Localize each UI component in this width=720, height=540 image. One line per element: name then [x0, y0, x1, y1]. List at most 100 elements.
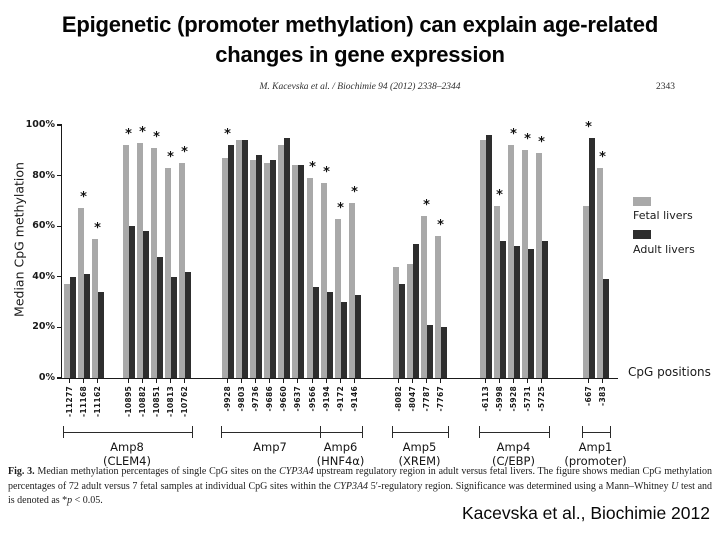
bar-adult — [228, 145, 234, 378]
bar-fetal — [597, 168, 603, 378]
amp-bracket — [582, 426, 611, 438]
amp-region-label: (CLEM4) — [103, 454, 151, 468]
bar-adult — [500, 241, 506, 378]
x-axis-title: CpG positions — [628, 365, 711, 379]
amp-bracket-line — [393, 431, 448, 433]
x-tick — [353, 379, 356, 383]
x-tick-label: -8047 — [407, 386, 417, 412]
slide-title-line2: changes in gene expression — [215, 42, 505, 67]
x-tick-label: -9194 — [321, 386, 331, 412]
legend-fetal-label: Fetal livers — [633, 209, 693, 222]
amp-label: Amp6 — [323, 440, 358, 454]
bar-fetal — [393, 266, 399, 378]
significance-star: * — [524, 132, 531, 148]
y-axis — [61, 124, 63, 378]
x-tick-label: -9566 — [307, 386, 317, 412]
x-tick-label: -7787 — [421, 386, 431, 412]
amp-bracket — [221, 426, 321, 438]
x-tick — [268, 379, 271, 383]
bar-fetal — [250, 160, 256, 378]
legend-adult-swatch — [633, 230, 651, 239]
caption-segment: Median methylation percentages of single… — [34, 466, 280, 477]
bar-adult — [84, 274, 90, 378]
caption-segment: CYP3A4 — [279, 466, 314, 477]
amp-label: Amp1 — [578, 440, 613, 454]
x-tick — [484, 379, 487, 383]
x-tick — [540, 379, 543, 383]
y-tick — [57, 326, 61, 329]
significance-star: * — [323, 165, 330, 181]
x-tick — [526, 379, 529, 383]
x-tick — [96, 379, 99, 383]
bar-fetal — [264, 162, 270, 378]
significance-star: * — [224, 127, 231, 143]
bar-fetal — [179, 162, 185, 378]
x-tick — [425, 379, 428, 383]
x-tick — [226, 379, 229, 383]
x-tick — [169, 379, 172, 383]
bar-fetal — [421, 216, 427, 378]
bar-adult — [355, 294, 361, 378]
bar-fetal — [583, 205, 589, 378]
x-tick — [155, 379, 158, 383]
y-tick — [57, 175, 61, 177]
bar-fetal — [222, 157, 228, 378]
y-tick — [57, 225, 61, 227]
x-tick — [183, 379, 186, 383]
bar-adult — [270, 160, 276, 378]
x-tick-label: -5928 — [508, 386, 518, 412]
y-tick-label: 100% — [25, 119, 55, 130]
caption-segment: U — [671, 480, 679, 492]
significance-star: * — [599, 150, 606, 165]
significance-star: * — [496, 187, 503, 203]
amp-label: Amp4 — [496, 440, 531, 454]
amp-bracket-line — [321, 431, 362, 433]
caption-segment: < 0.05. — [72, 495, 103, 506]
x-tick-label: -10882 — [137, 386, 147, 418]
x-tick-label: -5725 — [536, 386, 546, 412]
x-tick-label: -5731 — [522, 386, 532, 412]
bar-fetal — [494, 205, 500, 378]
significance-star: * — [510, 127, 517, 143]
x-tick-label: -9637 — [292, 386, 302, 412]
y-tick-label: 60% — [32, 220, 55, 232]
paper-running-head: M. Kacevska et al. / Biochimie 94 (2012)… — [259, 82, 461, 92]
x-tick-label: -9172 — [335, 386, 345, 412]
y-tick-label: 80% — [32, 169, 55, 181]
x-tick — [397, 379, 400, 383]
y-tick-label: 0% — [38, 372, 55, 383]
bar-fetal — [137, 142, 143, 378]
y-tick-label: 20% — [32, 321, 55, 333]
x-tick-label: -667 — [583, 386, 593, 406]
x-tick-label: -9928 — [222, 386, 232, 412]
x-tick — [296, 379, 299, 383]
x-tick — [512, 379, 515, 383]
y-tick — [57, 124, 61, 126]
bar-fetal — [407, 264, 413, 378]
x-tick — [587, 379, 590, 383]
significance-star: * — [167, 150, 174, 165]
bar-fetal — [165, 168, 171, 378]
x-tick — [411, 379, 414, 383]
x-tick-label: -10762 — [179, 386, 189, 418]
bar-adult — [129, 226, 135, 378]
x-tick-label: -9660 — [278, 386, 288, 412]
x-tick-label: -8082 — [393, 386, 403, 412]
bar-fetal — [64, 284, 70, 378]
x-tick — [141, 379, 144, 383]
bar-fetal — [522, 150, 528, 378]
bar-adult — [427, 324, 433, 378]
x-tick — [82, 379, 85, 383]
x-tick-label: -11277 — [64, 386, 74, 418]
bar-fetal — [292, 165, 298, 378]
x-tick-label: -9803 — [236, 386, 246, 412]
bar-fetal — [151, 147, 157, 378]
bar-adult — [171, 276, 177, 378]
bar-adult — [399, 284, 405, 378]
x-tick-label: -383 — [597, 386, 607, 406]
y-tick-label: 40% — [32, 270, 55, 282]
slide-title-line1: Epigenetic (promoter methylation) can ex… — [61, 12, 659, 37]
bar-adult — [242, 140, 248, 378]
bar-fetal — [123, 145, 129, 378]
